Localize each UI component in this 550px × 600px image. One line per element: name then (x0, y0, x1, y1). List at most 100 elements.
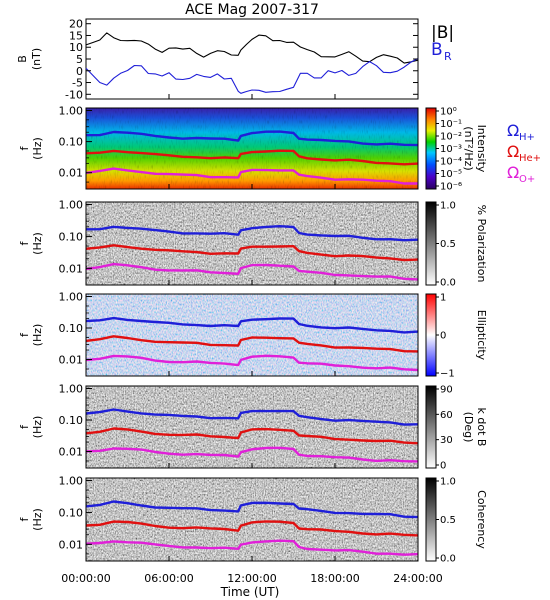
legend-omega-he: Ω (507, 142, 519, 161)
colorbar-tick-label: 0 (440, 331, 446, 342)
b-ytick-label: 5 (76, 53, 83, 66)
colorbar-tick-label: 0.5 (440, 239, 456, 250)
f-ylabel-line1: f (18, 240, 31, 245)
colorbar-tick-label: 90 (440, 385, 453, 396)
f-ytick-label: 0.10 (59, 230, 84, 243)
colorbar-tick-label: 0.5 (440, 515, 456, 526)
f-ytick-label: 0.10 (59, 414, 84, 427)
colorbar-tick-label: 10⁰ (440, 107, 457, 118)
f-ytick-label: 1.00 (59, 199, 84, 212)
colorbar-tick-label: 1.0 (440, 477, 456, 488)
colorbar-tick-label: 10⁻³ (440, 144, 462, 155)
colorbar-label-line2: (Deg) (462, 412, 475, 443)
legend-b-total: |B| (431, 23, 454, 43)
spectrogram-texture-coherency (86, 478, 418, 561)
colorbar-label: % Polarization (475, 205, 488, 283)
colorbar-label: Coherency (475, 490, 488, 549)
f-ylabel-line2: (Hz) (31, 137, 44, 160)
colorbar-label-line2: (nT²/Hz) (462, 126, 475, 170)
gyro-curve-he-coherency (85, 520, 419, 537)
b-ytick-label: 15 (69, 29, 83, 42)
f-ytick-label: 0.01 (59, 446, 84, 459)
f-ylabel-line1: f (18, 145, 31, 150)
f-ytick-label: 1.00 (59, 104, 84, 117)
gyro-curve-h-coherency (85, 500, 419, 519)
gyro-curve-h-ellipticity (85, 316, 419, 334)
colorbar-tick-label: 60 (440, 410, 453, 421)
b-ytick-label: 20 (69, 18, 83, 31)
gyro-curve-h-polarization (85, 224, 419, 242)
f-ylabel-line1: f (18, 332, 31, 337)
series-line-b-radial (85, 58, 419, 94)
f-ylabel-line1: f (18, 424, 31, 429)
f-ytick-label: 0.01 (59, 538, 84, 551)
colorbar-tick-label: 10⁻⁶ (440, 182, 462, 193)
b-ylabel-line1: B (16, 55, 29, 63)
colorbar-kdotb (425, 385, 437, 469)
legend-omega-sub-o: O+ (519, 174, 535, 185)
colorbar-tick-label: 10⁻⁵ (440, 169, 462, 180)
f-ytick-label: 0.01 (59, 262, 84, 275)
legend-omega-sub-he: He+ (519, 153, 541, 164)
gyro-curve-o-intensity (85, 167, 418, 185)
legend-omega-h: Ω (507, 121, 519, 140)
series-line-b-total (85, 32, 419, 64)
f-ytick-label: 0.10 (59, 136, 84, 149)
f-ytick-label: 0.01 (59, 354, 84, 367)
legend-b-radial-sub: R (444, 50, 452, 63)
colorbar-ellipticity (425, 293, 437, 377)
spectrogram-texture-ellipticity (86, 294, 418, 376)
gyro-curve-he-ellipticity (85, 335, 419, 353)
f-ylabel-line2: (Hz) (31, 508, 44, 531)
f-ylabel-line2: (Hz) (31, 232, 44, 255)
f-ylabel-line1: f (18, 516, 31, 521)
colorbar-tick-label: 0.0 (440, 554, 456, 565)
gyro-curve-o-polarization (85, 262, 419, 281)
legend-omega-sub-h: H+ (519, 132, 535, 143)
colorbar-label: Ellipticity (475, 310, 488, 361)
b-ytick-label: 0 (76, 65, 83, 78)
x-tick-label: 00:00:00 (61, 572, 110, 585)
f-ytick-label: 0.01 (59, 167, 84, 180)
x-axis-title: Time (UT) (220, 585, 280, 599)
b-ytick-label: -10 (65, 88, 83, 101)
colorbar-tick-label: 0.0 (440, 278, 456, 289)
f-ytick-label: 1.00 (59, 382, 84, 395)
gyro-curve-he-intensity (85, 149, 419, 166)
colorbar-tick-label: −1 (440, 369, 455, 380)
colorbar-tick-label: 10⁻² (440, 132, 462, 143)
legend-omega-o: Ω (507, 163, 519, 182)
panel-polarization: 1.00 0.10 0.01 f (Hz) 1.0 0.5 0.0 % Polarization (18, 199, 488, 289)
spectrogram-texture-polarization (86, 202, 418, 285)
f-ytick-label: 0.10 (59, 506, 84, 519)
colorbar-label-line1: Intensity (475, 125, 488, 173)
panel-coherency: 1.00 0.10 0.01 f (Hz) 1.0 0.5 0.0 Coherency (18, 475, 488, 565)
gyro-curve-he-kdotb (85, 427, 419, 445)
gyro-curve-he-polarization (85, 244, 419, 262)
colorbar-coherency (425, 477, 437, 562)
panel-ellipticity: 1.00 0.10 0.01 f (Hz) 1 0 −1 Ellipticity (18, 290, 488, 379)
x-axis: 00:00:00 06:00:00 12:00:00 18:00:00 24:00:00 (61, 94, 443, 585)
b-ytick-label: -5 (72, 77, 83, 90)
f-ytick-label: 1.00 (59, 290, 84, 303)
spectrogram-texture-intensity (86, 108, 418, 189)
colorbar-tick-label: 10⁻⁴ (440, 157, 462, 168)
gyro-curve-h-intensity (85, 130, 419, 147)
colorbar-intensity (425, 107, 437, 190)
b-field-plot-area (85, 18, 419, 100)
colorbar-tick-label: 30 (440, 435, 453, 446)
colorbar-tick-label: 1.0 (440, 201, 456, 212)
colorbar-tick-label: 0 (440, 461, 446, 472)
x-tick-label: 06:00:00 (144, 572, 193, 585)
f-ylabel-line2: (Hz) (31, 416, 44, 439)
b-ylabel-line2: (nT) (30, 48, 43, 70)
gyro-curve-h-kdotb (85, 408, 419, 426)
colorbar-tick-label: 10⁻¹ (440, 119, 462, 130)
x-tick-label: 24:00:00 (393, 572, 442, 585)
gyro-curve-o-ellipticity (85, 354, 419, 372)
legend-b-radial: B (431, 40, 443, 60)
chart-title: ACE Mag 2007-317 (185, 2, 319, 18)
